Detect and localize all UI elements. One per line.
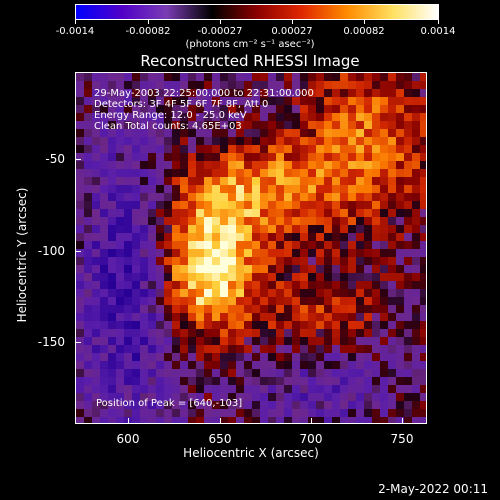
x-tick-label: 700 xyxy=(299,432,323,446)
x-tick-label: 650 xyxy=(208,432,232,446)
colorbar-tick-label: 0.0014 xyxy=(420,26,456,37)
info-detectors: Detectors: 3F 4F 5F 6F 7F 8F, Att 0 xyxy=(94,99,269,110)
y-tick-label: -150 xyxy=(37,335,65,349)
colorbar-tick-label: -0.00027 xyxy=(197,26,243,37)
y-tick-label: -50 xyxy=(45,152,65,166)
x-tick-label: 600 xyxy=(116,432,140,446)
x-tick-label: 750 xyxy=(390,432,414,446)
rhessi-image-panel: 29-May-2003 22:25:00.000 to 22:31:00.000… xyxy=(75,72,427,424)
info-energy-range: Energy Range: 12.0 - 25.0 keV xyxy=(94,110,247,121)
y-tick-label: -100 xyxy=(37,244,65,258)
colorbar-units: (photons cm⁻² s⁻¹ asec⁻²) xyxy=(185,39,315,50)
peak-position-label: Position of Peak = [640,-103] xyxy=(96,398,243,409)
info-time-range: 29-May-2003 22:25:00.000 to 22:31:00.000 xyxy=(94,88,314,99)
y-axis-label: Heliocentric Y (arcsec) xyxy=(15,187,29,323)
info-clean-counts: Clean Total counts: 4.65E+03 xyxy=(94,121,242,132)
x-axis-label: Heliocentric X (arcsec) xyxy=(183,446,319,460)
colorbar-tick-label: 0.00027 xyxy=(271,26,313,37)
colorbar-tick-label: 0.00082 xyxy=(343,26,385,37)
colorbar-tick-label: -0.0014 xyxy=(55,26,95,37)
rhessi-image xyxy=(76,73,426,423)
colorbar-tick-label: -0.00082 xyxy=(125,26,171,37)
timestamp: 2-May-2022 00:11 xyxy=(378,482,488,496)
plot-title: Reconstructed RHESSI Image xyxy=(140,52,360,70)
colorbar xyxy=(75,4,439,20)
